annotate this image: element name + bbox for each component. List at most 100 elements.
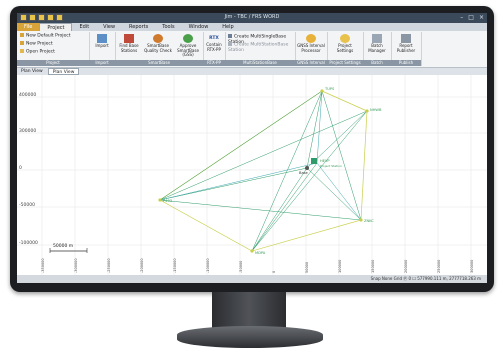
- close-icon[interactable]: ×: [478, 14, 484, 21]
- station-p483-marker[interactable]: [158, 198, 162, 202]
- group-label-batch: Batch: [363, 60, 391, 66]
- x-tick-label: -350000: [41, 258, 45, 273]
- maximize-icon[interactable]: □: [468, 14, 474, 21]
- menu-tabs: File Project Edit View Reports Tools Win…: [17, 23, 487, 31]
- x-tick-label: 0: [272, 271, 276, 273]
- boundary-polygon: [159, 90, 368, 252]
- x-tick-label: -300000: [74, 258, 78, 273]
- ribbon-group-rtx: RTX Contain RTX-PP RTX-PP: [203, 32, 226, 66]
- quick-access-toolbar: [20, 14, 63, 22]
- x-tick-label: -150000: [173, 258, 177, 273]
- create-multistationbase-button[interactable]: Create MultiStationBase Station: [228, 42, 289, 53]
- window-controls: – □ ×: [460, 14, 484, 21]
- app-window: Jim - TBC / FRS WORD – □ × File Project …: [17, 13, 487, 283]
- import-button[interactable]: Import: [91, 34, 113, 49]
- group-label-project: Project: [17, 60, 89, 66]
- grid: [17, 75, 487, 275]
- tab-window[interactable]: Window: [188, 24, 209, 30]
- tab-file[interactable]: File: [17, 23, 40, 31]
- new-project-button[interactable]: New Project: [20, 41, 53, 47]
- y-tick-label: 300000: [19, 128, 36, 134]
- station-hevp-marker[interactable]: [311, 158, 317, 164]
- tab-reports[interactable]: Reports: [129, 24, 149, 30]
- find-base-stations-button[interactable]: Find Base Stations: [116, 34, 142, 53]
- scale-bar-label: 50000 m: [53, 243, 73, 249]
- import-icon: [97, 34, 107, 43]
- approve-smartbase-button[interactable]: Approve SmartBase (GSS): [174, 34, 202, 58]
- smartbase-quality-check-button[interactable]: SmartBase Quality Check: [144, 34, 172, 53]
- station-label: Base: [299, 171, 309, 175]
- window-title: Jim - TBC / FRS WORD: [224, 14, 280, 20]
- group-label-smartbase: SmartBase: [115, 60, 203, 66]
- x-tick-label: 100000: [338, 260, 342, 273]
- open-project-button[interactable]: Open Project: [20, 49, 55, 55]
- contain-rtx-button[interactable]: RTX Contain RTX-PP: [204, 34, 224, 52]
- tab-project[interactable]: Project: [39, 23, 73, 31]
- batch-icon: [372, 34, 382, 43]
- batch-manager-button[interactable]: Batch Manager: [365, 34, 389, 53]
- station-label: P483: [163, 199, 172, 203]
- undo-icon[interactable]: [38, 14, 45, 21]
- quality-check-icon: [153, 34, 163, 43]
- x-tick-label: -200000: [140, 258, 144, 273]
- teal-baselines: [159, 90, 362, 221]
- scale-bar: 50000 m: [49, 243, 88, 253]
- base-station-marker[interactable]: [305, 166, 309, 170]
- doc-tab-plan-view-2[interactable]: Plan View: [47, 68, 80, 75]
- redo-icon[interactable]: [47, 14, 54, 21]
- station-label: MDPA: [255, 251, 266, 255]
- station-nhwb-marker[interactable]: [365, 109, 369, 113]
- station-mdpa-marker[interactable]: [250, 249, 254, 253]
- ribbon-group-gnss: GNSS Interval Processor GNSS Interval: [295, 32, 328, 66]
- plan-view-svg: 400000 300000 0 -50000 -100000 -350000 -…: [17, 75, 487, 275]
- station-tups-marker[interactable]: [320, 89, 324, 93]
- doc-tab-plan-view-1[interactable]: Plan View: [21, 69, 43, 74]
- base-station-icon: [124, 34, 134, 43]
- station-markers: [158, 89, 369, 253]
- y-tick-label: -50000: [19, 202, 35, 208]
- monitor-stand-base: [177, 326, 323, 348]
- ribbon-group-publish: Report Publisher Publish: [391, 32, 422, 66]
- x-tick-label: -250000: [107, 258, 111, 273]
- monitor-bezel: Jim - TBC / FRS WORD – □ × File Project …: [10, 6, 494, 292]
- create-multisinglebase-button[interactable]: Create MultiSingleBase Station: [228, 34, 287, 45]
- new-default-project-button[interactable]: New Default Project: [20, 33, 71, 39]
- gear-icon: [340, 34, 350, 43]
- app-icon[interactable]: [20, 14, 27, 21]
- open-folder-icon: [20, 49, 24, 53]
- minimize-icon[interactable]: –: [460, 14, 464, 21]
- tab-tools[interactable]: Tools: [162, 24, 175, 30]
- station-znkc-marker[interactable]: [359, 218, 363, 222]
- station-label: NHWB: [370, 108, 382, 112]
- project-settings-button[interactable]: Project Settings: [331, 34, 359, 53]
- station-icon: [228, 34, 232, 38]
- y-tick-label: -100000: [19, 240, 38, 246]
- status-coordinates: Snap None Grid Ⓟ 0 ☐ 577990.111 m, 27777…: [370, 276, 481, 281]
- group-label-gnss: GNSS Interval: [295, 60, 327, 66]
- new-project-icon: [20, 41, 24, 45]
- folder-icon[interactable]: [56, 14, 63, 21]
- plan-view-canvas[interactable]: 400000 300000 0 -50000 -100000 -350000 -…: [17, 75, 487, 275]
- group-label-import: Import: [89, 60, 115, 66]
- ribbon-group-project: New Default Project New Project Open Pro…: [17, 32, 90, 66]
- station-label: Project Station: [320, 164, 342, 168]
- y-tick-label: 0: [19, 165, 22, 171]
- gnss-interval-processor-button[interactable]: GNSS Interval Processor: [297, 34, 325, 53]
- tab-help[interactable]: Help: [222, 24, 234, 30]
- group-label-publish: Publish: [391, 60, 421, 66]
- station-label: ZNKC: [364, 219, 374, 223]
- tab-edit[interactable]: Edit: [79, 24, 90, 30]
- station-label: TUPS: [324, 87, 335, 91]
- group-label-settings: Project Settings: [327, 60, 363, 66]
- group-label-multistation: MultiStationBase: [225, 60, 295, 66]
- report-publisher-button[interactable]: Report Publisher: [393, 34, 419, 53]
- station-label: HEVP: [320, 159, 330, 163]
- save-icon[interactable]: [29, 14, 36, 21]
- x-tick-label: 150000: [371, 260, 375, 273]
- ribbon: New Default Project New Project Open Pro…: [17, 31, 487, 68]
- printer-icon: [401, 34, 411, 43]
- y-tick-label: 400000: [19, 92, 36, 98]
- processor-icon: [306, 34, 316, 43]
- status-bar: Snap None Grid Ⓟ 0 ☐ 577990.111 m, 27777…: [17, 275, 487, 283]
- tab-view[interactable]: View: [103, 24, 116, 30]
